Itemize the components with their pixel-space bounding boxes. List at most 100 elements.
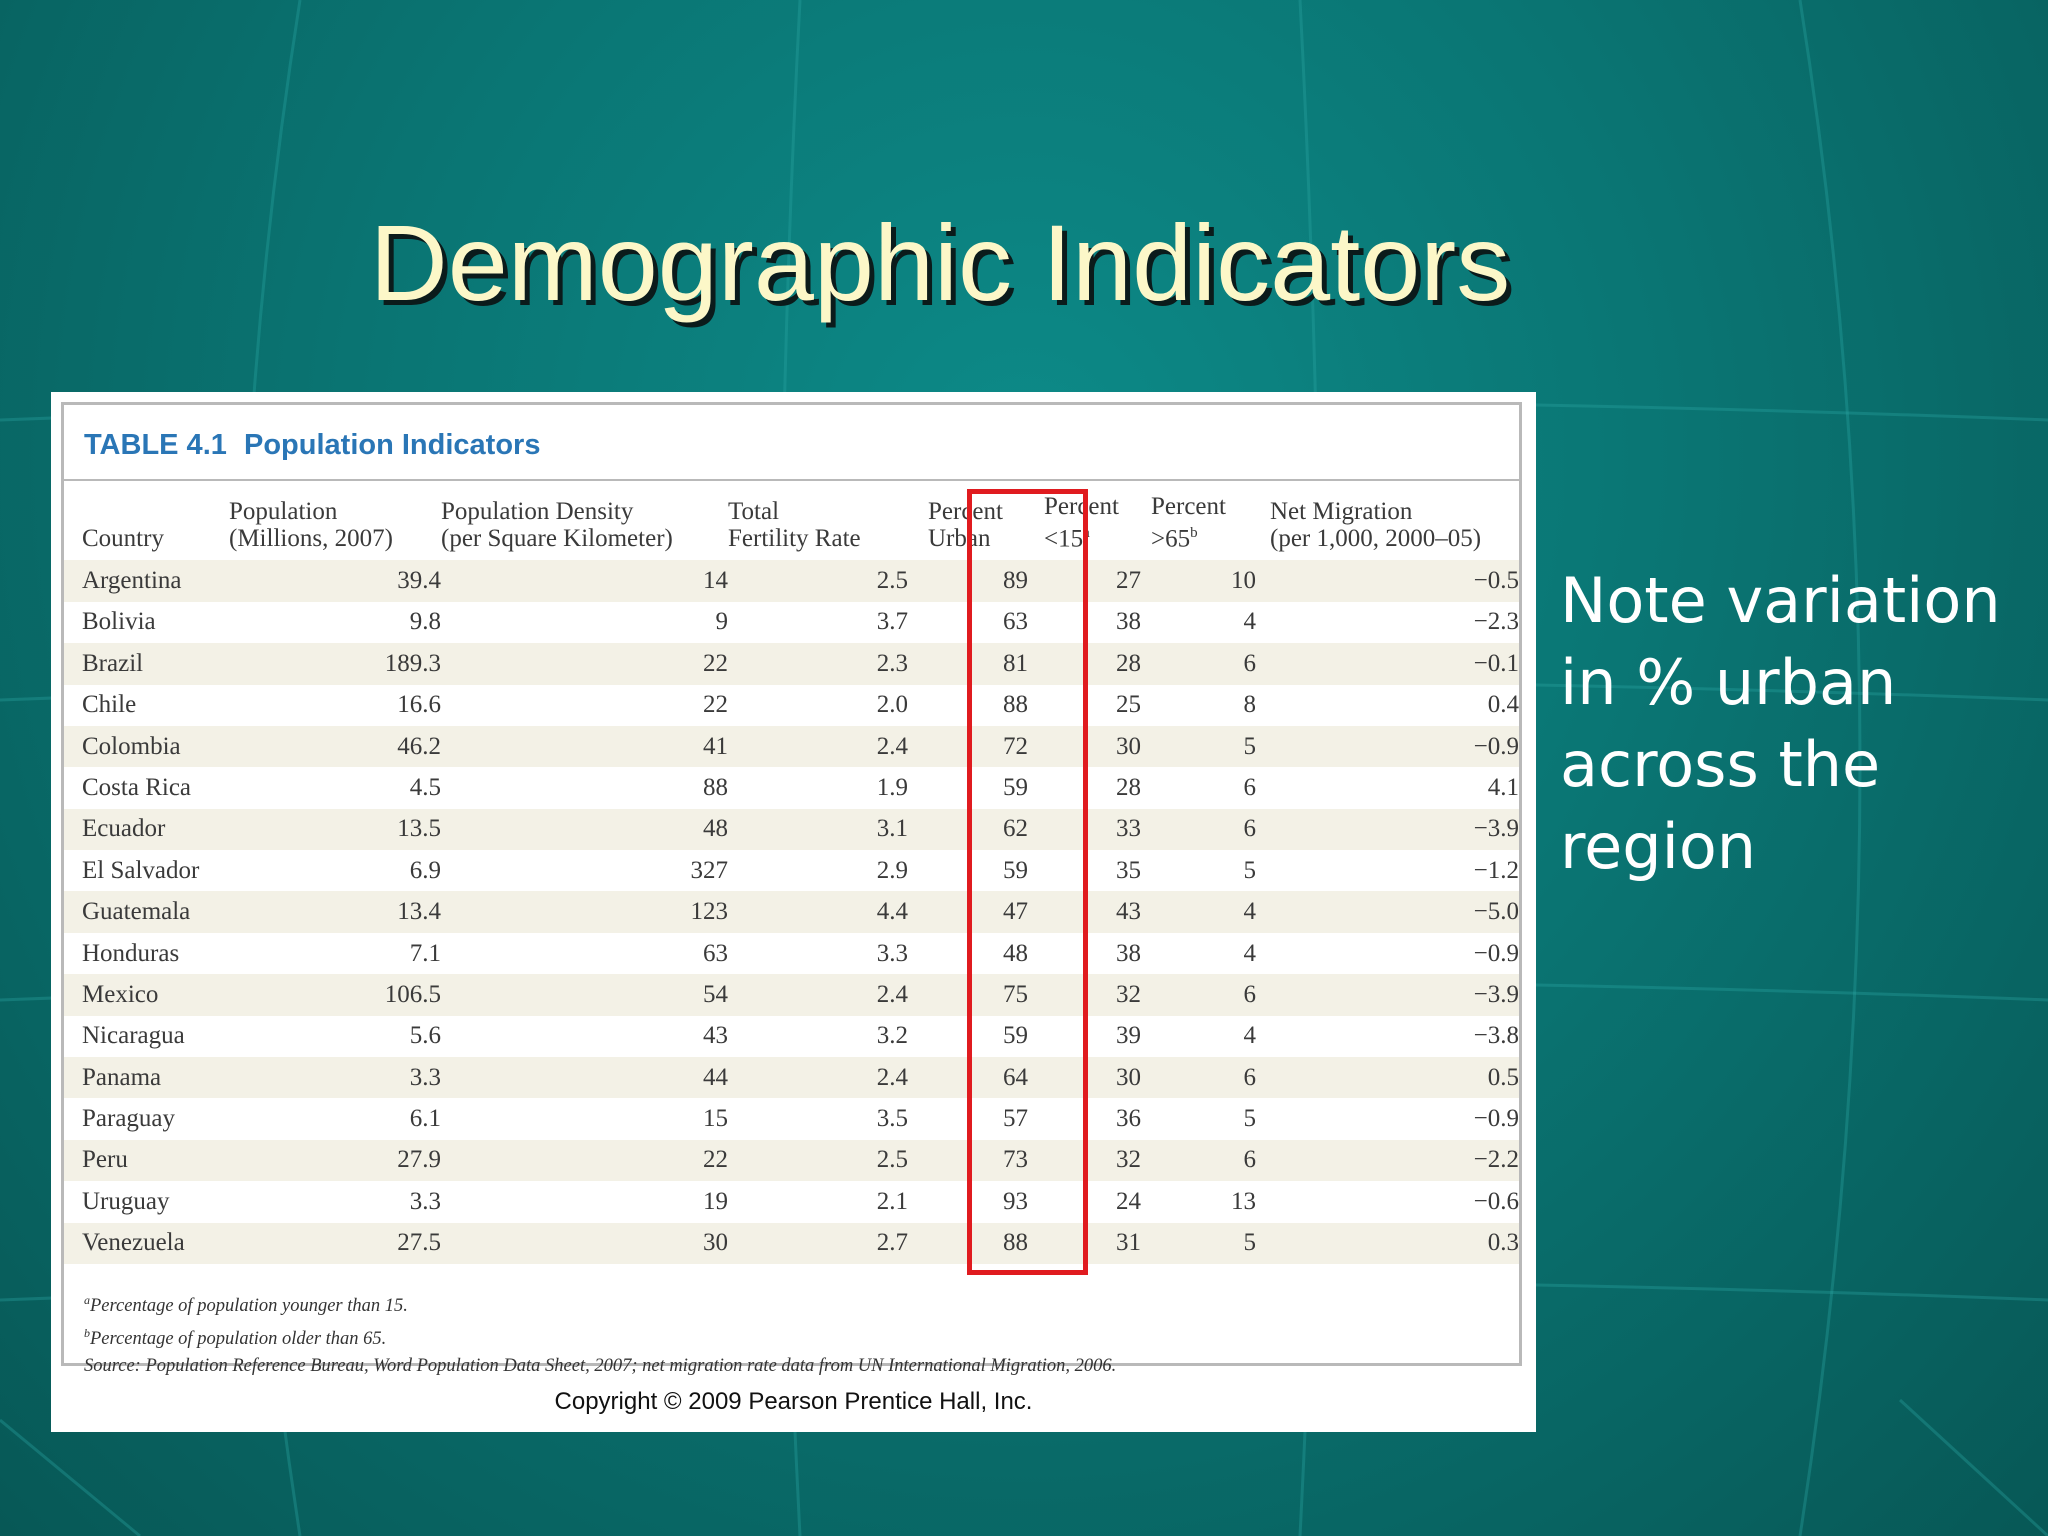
table-row: Paraguay 6.1 15 3.5 57 36 5 −0.9 — [64, 1098, 1519, 1140]
fertility-cell: 2.0 — [728, 684, 908, 726]
over65-cell: 10 — [1141, 560, 1256, 602]
fertility-cell: 3.7 — [728, 601, 908, 644]
table-title: Population Indicators — [244, 429, 541, 461]
header-density: Population Density (per Square Kilometer) — [441, 498, 673, 553]
country-cell: Costa Rica — [64, 767, 229, 809]
density-cell: 123 — [441, 891, 728, 933]
population-cell: 6.9 — [229, 850, 441, 892]
country-cell: Honduras — [64, 932, 229, 975]
population-cell: 3.3 — [229, 1181, 441, 1223]
country-cell: El Salvador — [64, 850, 229, 892]
table-row: Panama 3.3 44 2.4 64 30 6 0.5 — [64, 1057, 1519, 1099]
migration-cell: 0.3 — [1256, 1222, 1519, 1264]
fertility-cell: 2.4 — [728, 725, 908, 768]
population-cell: 27.5 — [229, 1222, 441, 1264]
table-header-row: Country Population (Millions, 2007) Popul… — [64, 483, 1519, 560]
table-row: Bolivia 9.8 9 3.7 63 38 4 −2.3 — [64, 601, 1519, 644]
migration-cell: −0.6 — [1256, 1181, 1519, 1223]
population-cell: 3.3 — [229, 1057, 441, 1099]
migration-cell: 0.4 — [1256, 684, 1519, 726]
fertility-cell: 2.4 — [728, 974, 908, 1016]
migration-cell: −2.3 — [1256, 601, 1519, 644]
fertility-cell: 2.5 — [728, 560, 908, 602]
migration-cell: −0.1 — [1256, 643, 1519, 685]
table-frame: TABLE 4.1 Population Indicators Country P… — [61, 402, 1522, 1376]
density-cell: 30 — [441, 1222, 728, 1264]
migration-cell: 0.5 — [1256, 1057, 1519, 1099]
fertility-cell: 3.2 — [728, 1015, 908, 1058]
table-row: Guatemala 13.4 123 4.4 47 43 4 −5.0 — [64, 891, 1519, 933]
table-row: Uruguay 3.3 19 2.1 93 24 13 −0.6 — [64, 1181, 1519, 1223]
country-cell: Chile — [64, 684, 229, 726]
density-cell: 22 — [441, 684, 728, 726]
over65-cell: 5 — [1141, 1098, 1256, 1140]
percent-urban-highlight-box — [967, 489, 1088, 1275]
density-cell: 22 — [441, 1139, 728, 1182]
table-row: Brazil 189.3 22 2.3 81 28 6 −0.1 — [64, 643, 1519, 685]
population-cell: 106.5 — [229, 974, 441, 1016]
country-cell: Peru — [64, 1139, 229, 1182]
footnote-a: aPercentage of population younger than 1… — [84, 1293, 408, 1317]
country-cell: Ecuador — [64, 808, 229, 851]
population-cell: 4.5 — [229, 767, 441, 809]
density-cell: 54 — [441, 974, 728, 1016]
header-fertility: Total Fertility Rate — [728, 498, 861, 553]
over65-cell: 4 — [1141, 891, 1256, 933]
over65-cell: 4 — [1141, 932, 1256, 975]
fertility-cell: 2.1 — [728, 1181, 908, 1223]
table-footnotes: aPercentage of population younger than 1… — [84, 1287, 1504, 1380]
over65-cell: 6 — [1141, 643, 1256, 685]
density-cell: 44 — [441, 1057, 728, 1099]
table-row: Ecuador 13.5 48 3.1 62 33 6 −3.9 — [64, 808, 1519, 851]
country-cell: Colombia — [64, 725, 229, 768]
over65-cell: 4 — [1141, 601, 1256, 644]
migration-cell: −5.0 — [1256, 891, 1519, 933]
density-cell: 41 — [441, 725, 728, 768]
density-cell: 88 — [441, 767, 728, 809]
density-cell: 9 — [441, 601, 728, 644]
table-figure: TABLE 4.1 Population Indicators Country P… — [51, 392, 1536, 1432]
population-cell: 46.2 — [229, 725, 441, 768]
fertility-cell: 2.4 — [728, 1057, 908, 1099]
table-body: Argentina 39.4 14 2.5 89 27 10 −0.5 Bolivia 9.8 9 3… — [64, 560, 1519, 1264]
header-country: Country — [82, 525, 164, 553]
country-cell: Guatemala — [64, 891, 229, 933]
over65-cell: 8 — [1141, 684, 1256, 726]
table-caption: TABLE 4.1 Population Indicators — [84, 429, 540, 469]
copyright-notice: Copyright © 2009 Pearson Prentice Hall, … — [554, 1388, 1033, 1415]
header-migration: Net Migration (per 1,000, 2000–05) — [1270, 498, 1482, 553]
fertility-cell: 1.9 — [728, 767, 908, 809]
over65-cell: 6 — [1141, 1139, 1256, 1182]
table-number: TABLE 4.1 — [84, 429, 227, 461]
fertility-cell: 2.5 — [728, 1139, 908, 1182]
over65-cell: 6 — [1141, 1057, 1256, 1099]
header-over65: Percent >65b — [1151, 493, 1226, 553]
header-urban: Percent Urban — [928, 498, 1003, 553]
population-cell: 6.1 — [229, 1098, 441, 1140]
table-row: Chile 16.6 22 2.0 88 25 8 0.4 — [64, 684, 1519, 726]
population-cell: 13.4 — [229, 891, 441, 933]
footnote-b: bPercentage of population older than 65. — [84, 1326, 387, 1350]
population-cell: 27.9 — [229, 1139, 441, 1182]
density-cell: 19 — [441, 1181, 728, 1223]
population-cell: 9.8 — [229, 601, 441, 644]
table-row: Venezuela 27.5 30 2.7 88 31 5 0.3 — [64, 1222, 1519, 1264]
fertility-cell: 2.3 — [728, 643, 908, 685]
population-cell: 39.4 — [229, 560, 441, 602]
caption-divider — [64, 479, 1519, 481]
migration-cell: −0.9 — [1256, 932, 1519, 975]
country-cell: Nicaragua — [64, 1015, 229, 1058]
population-cell: 16.6 — [229, 684, 441, 726]
country-cell: Venezuela — [64, 1222, 229, 1264]
fertility-cell: 3.3 — [728, 932, 908, 975]
country-cell: Uruguay — [64, 1181, 229, 1223]
table-row: Nicaragua 5.6 43 3.2 59 39 4 −3.8 — [64, 1015, 1519, 1058]
migration-cell: −3.9 — [1256, 808, 1519, 851]
country-cell: Brazil — [64, 643, 229, 685]
migration-cell: −0.9 — [1256, 725, 1519, 768]
migration-cell: 4.1 — [1256, 767, 1519, 809]
table-row: Argentina 39.4 14 2.5 89 27 10 −0.5 — [64, 560, 1519, 602]
migration-cell: −2.2 — [1256, 1139, 1519, 1182]
side-note: Note variation in % urban across the reg… — [1560, 564, 2001, 883]
fertility-cell: 3.5 — [728, 1098, 908, 1140]
